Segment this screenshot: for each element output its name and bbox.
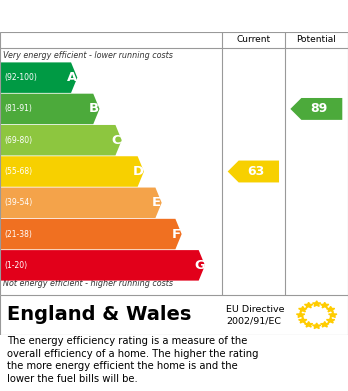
Polygon shape	[321, 302, 329, 308]
Text: 89: 89	[310, 102, 327, 115]
Polygon shape	[296, 312, 305, 317]
Polygon shape	[0, 94, 100, 124]
Polygon shape	[299, 317, 307, 323]
Polygon shape	[321, 321, 329, 327]
Polygon shape	[326, 317, 335, 323]
Text: D: D	[133, 165, 144, 178]
Text: A: A	[66, 71, 77, 84]
Text: F: F	[172, 228, 181, 240]
Text: (92-100): (92-100)	[4, 73, 37, 82]
Text: Energy Efficiency Rating: Energy Efficiency Rating	[9, 9, 230, 23]
Polygon shape	[0, 156, 144, 187]
Polygon shape	[326, 307, 335, 312]
Text: lower the fuel bills will be.: lower the fuel bills will be.	[7, 373, 138, 384]
Polygon shape	[329, 312, 337, 317]
Text: EU Directive
2002/91/EC: EU Directive 2002/91/EC	[226, 305, 285, 325]
Polygon shape	[228, 161, 279, 183]
Text: The energy efficiency rating is a measure of the: The energy efficiency rating is a measur…	[7, 336, 247, 346]
Text: G: G	[194, 259, 205, 272]
Text: Very energy efficient - lower running costs: Very energy efficient - lower running co…	[3, 50, 173, 59]
Polygon shape	[0, 63, 77, 93]
Polygon shape	[0, 188, 162, 218]
Polygon shape	[0, 219, 182, 249]
Text: (39-54): (39-54)	[4, 198, 32, 207]
Text: (21-38): (21-38)	[4, 230, 32, 239]
Polygon shape	[0, 250, 205, 281]
Polygon shape	[299, 307, 307, 312]
Text: (1-20): (1-20)	[4, 261, 27, 270]
Polygon shape	[0, 125, 122, 156]
Text: C: C	[111, 134, 121, 147]
Text: E: E	[151, 196, 161, 209]
Text: (81-91): (81-91)	[4, 104, 32, 113]
Polygon shape	[304, 321, 313, 327]
Polygon shape	[290, 98, 342, 120]
Text: overall efficiency of a home. The higher the rating: overall efficiency of a home. The higher…	[7, 349, 259, 359]
Text: 63: 63	[247, 165, 264, 178]
Text: the more energy efficient the home is and the: the more energy efficient the home is an…	[7, 361, 238, 371]
Text: (69-80): (69-80)	[4, 136, 32, 145]
Text: England & Wales: England & Wales	[7, 305, 191, 325]
Text: Potential: Potential	[296, 36, 336, 45]
Text: Not energy efficient - higher running costs: Not energy efficient - higher running co…	[3, 279, 174, 288]
Polygon shape	[304, 302, 313, 308]
Text: (55-68): (55-68)	[4, 167, 32, 176]
Polygon shape	[313, 301, 321, 307]
Text: B: B	[89, 102, 99, 115]
Polygon shape	[313, 323, 321, 328]
Text: Current: Current	[236, 36, 270, 45]
